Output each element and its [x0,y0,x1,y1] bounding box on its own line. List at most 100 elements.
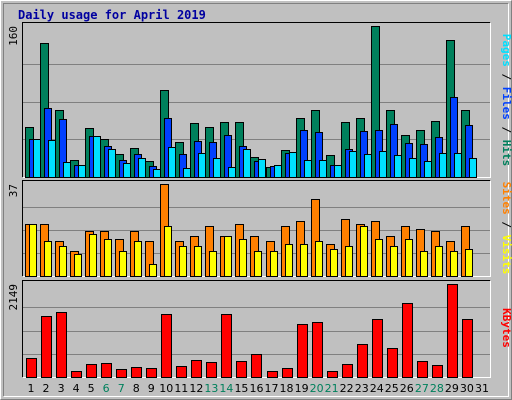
bar-pages [228,167,236,178]
x-tick-label: 11 [174,382,188,395]
bar-visits [44,241,52,277]
bar-visits [59,246,67,277]
bar-kbytes [56,312,67,378]
bar-visits [74,254,82,277]
x-tick-label: 31 [475,382,489,395]
x-tick-label: 12 [189,382,203,395]
x-tick-label: 29 [445,382,459,395]
x-tick-label: 7 [118,382,125,395]
bar-visits [239,239,247,277]
bar-visits [254,251,262,277]
bar-kbytes [447,284,458,378]
frame-inner-shadow [3,3,509,397]
bar-pages [183,168,191,178]
bar-kbytes [101,363,112,378]
bar-pages [439,153,447,178]
bar-kbytes [251,354,262,378]
ymax-label-visits: 37 [7,184,20,197]
bar-visits [134,241,142,277]
bar-visits [209,251,217,277]
bar-pages [243,149,251,178]
x-tick-label: 16 [249,382,263,395]
bar-kbytes [116,369,127,378]
bar-pages [469,158,477,178]
bar-pages [379,151,387,178]
x-tick-label: 6 [103,382,110,395]
bar-kbytes [71,371,82,378]
bar-visits [375,239,383,277]
bar-visits [405,239,413,277]
x-tick-label: 9 [148,382,155,395]
bar-visits [29,224,37,277]
x-tick-label: 15 [234,382,248,395]
bar-pages [364,154,372,178]
bar-pages [93,136,101,178]
side-label-hits: Pages / Files / Hits [500,34,512,167]
bar-kbytes [402,303,413,378]
bar-visits [119,251,127,277]
x-tick-label: 17 [265,382,279,395]
bar-pages [123,163,131,178]
side-label-visits: Sites / Visits [500,182,512,275]
bar-pages [349,151,357,178]
x-tick-label: 30 [460,382,474,395]
x-tick-label: 4 [73,382,80,395]
bar-pages [33,139,41,178]
ymax-label-kbytes: 2149 [7,284,20,311]
x-tick-label: 5 [88,382,95,395]
bar-kbytes [462,319,473,378]
x-tick-label: 3 [58,382,65,395]
side-label-files: Files [500,87,512,120]
bars-layer [25,26,477,378]
bar-kbytes [327,371,338,378]
side-label-sites: Sites [500,182,512,215]
frame-inner-highlight [3,3,509,397]
x-tick-label: 13 [204,382,218,395]
bar-kbytes [41,316,52,378]
bar-visits [224,236,232,277]
bar-pages [63,162,71,178]
x-tick-label: 8 [133,382,140,395]
x-tick-label: 24 [370,382,384,395]
bar-kbytes [26,358,37,378]
bar-kbytes [432,365,443,378]
x-tick-label: 2 [43,382,50,395]
ymax-label-hits: 160 [7,26,20,46]
bar-kbytes [206,362,217,378]
bar-visits [360,226,368,277]
bar-pages [319,160,327,178]
bar-pages [78,165,86,178]
bar-pages [274,165,282,178]
x-axis-labels: 1 2 3 4 5 6 7 8 9 10 11 12 13 14 15 16 17 18 19 20 21 22 23 24 2… [28,382,489,395]
bar-kbytes [417,361,428,378]
chart-title: Daily usage for April 2019 [18,8,206,22]
bar-kbytes [86,364,97,378]
x-tick-label: 26 [400,382,414,395]
side-label-hits-word: Hits [500,140,512,167]
bar-pages [334,165,342,178]
bar-visits [300,244,308,277]
side-label-sep: / [500,215,512,235]
bar-visits [435,246,443,277]
bar-kbytes [221,314,232,378]
bar-visits [179,246,187,277]
bar-pages [394,155,402,178]
bar-visits [270,251,278,277]
bar-pages [153,169,161,178]
bar-kbytes [282,368,293,378]
side-label-sep: / [500,67,512,87]
bar-kbytes [372,319,383,378]
bar-pages [48,140,56,178]
bar-kbytes [191,360,202,378]
bar-kbytes [297,324,308,378]
bar-visits [345,246,353,277]
bar-kbytes [176,366,187,378]
x-tick-label: 28 [430,382,444,395]
x-tick-label: 20 [310,382,324,395]
bar-kbytes [161,314,172,378]
bar-kbytes [131,367,142,378]
bar-kbytes [387,348,398,378]
x-tick-label: 14 [219,382,233,395]
bar-visits [420,251,428,277]
